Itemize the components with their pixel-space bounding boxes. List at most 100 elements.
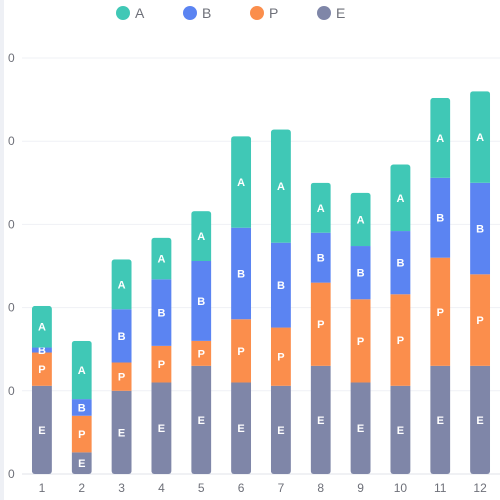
bar-label-e: E xyxy=(237,423,244,435)
legend-item-a[interactable]: A xyxy=(116,2,183,24)
bar-segment-e xyxy=(231,382,252,474)
bar-label-p: P xyxy=(357,336,364,348)
legend-swatch-e xyxy=(317,6,331,20)
bar-segment-a xyxy=(111,259,132,310)
y-tick-label: 0 xyxy=(8,467,15,481)
bar-segment-p xyxy=(430,257,451,366)
bar-label-e: E xyxy=(78,458,85,470)
bar-label-e: E xyxy=(158,423,165,435)
bar-label-b: B xyxy=(197,296,205,308)
bar-segment-a xyxy=(470,91,491,183)
legend: A B P E xyxy=(0,2,500,24)
bar-segment-e xyxy=(310,365,331,474)
bar-label-e: E xyxy=(317,415,324,427)
bar-label-e: E xyxy=(397,425,404,437)
bar-segment-p xyxy=(390,294,411,386)
bar-label-b: B xyxy=(476,224,484,236)
bar-segment-e xyxy=(111,390,132,474)
x-tick-label: 4 xyxy=(158,481,165,495)
y-tick-label: 0 xyxy=(8,51,15,65)
bar-label-p: P xyxy=(317,319,324,331)
bar-segment-p xyxy=(151,345,172,383)
legend-label-a: A xyxy=(135,5,145,21)
bar-segment-e xyxy=(470,365,491,474)
bar-label-e: E xyxy=(277,425,284,437)
bar-segment-a xyxy=(310,182,331,233)
bar-label-b: B xyxy=(237,268,245,280)
bar-segment-a xyxy=(430,97,451,178)
bar-label-e: E xyxy=(357,423,364,435)
bar-label-p: P xyxy=(198,348,205,360)
bar-label-b: B xyxy=(38,345,46,357)
bar-label-a: A xyxy=(396,193,404,205)
bar-label-e: E xyxy=(476,415,483,427)
legend-item-p[interactable]: P xyxy=(250,2,317,24)
bar-label-p: P xyxy=(437,307,444,319)
bar-label-b: B xyxy=(118,331,126,343)
legend-label-e: E xyxy=(336,5,346,21)
bar-label-b: B xyxy=(357,268,365,280)
x-tick-label: 11 xyxy=(434,481,447,495)
x-tick-label: 5 xyxy=(198,481,205,495)
bar-segment-p xyxy=(310,282,331,366)
bar-segment-a xyxy=(390,164,411,232)
bar-segment-p xyxy=(470,274,491,366)
bar-segment-a xyxy=(231,136,252,228)
bar-segment-e xyxy=(71,452,92,474)
bar-segment-e xyxy=(151,382,172,474)
bar-segment-a xyxy=(31,305,52,348)
x-tick-label: 7 xyxy=(278,481,285,495)
bar-segment-b xyxy=(31,347,52,353)
bar-segment-a xyxy=(191,211,212,262)
bar-segment-b xyxy=(111,309,132,363)
legend-swatch-p xyxy=(250,6,264,20)
bar-label-a: A xyxy=(78,365,86,377)
bar-label-a: A xyxy=(277,181,285,193)
bar-label-p: P xyxy=(476,315,483,327)
bar-segment-b xyxy=(231,227,252,320)
bar-segment-b xyxy=(191,261,212,341)
bar-segment-e xyxy=(430,365,451,474)
bar-label-p: P xyxy=(277,352,284,364)
bar-label-b: B xyxy=(396,258,404,270)
x-tick-label: 1 xyxy=(39,481,46,495)
bar-segment-e xyxy=(191,365,212,474)
bar-segment-p xyxy=(31,352,52,386)
bar-label-e: E xyxy=(38,425,45,437)
legend-swatch-b xyxy=(183,6,197,20)
legend-item-e[interactable]: E xyxy=(317,2,384,24)
bar-segment-e xyxy=(390,385,411,474)
y-tick-label: 0 xyxy=(8,384,15,398)
bar-segment-b xyxy=(430,177,451,258)
bar-label-a: A xyxy=(157,254,165,266)
bar-label-p: P xyxy=(158,359,165,371)
y-tick-label: 0 xyxy=(8,134,15,148)
bar-label-b: B xyxy=(157,308,165,320)
x-tick-label: 3 xyxy=(118,481,125,495)
left-edge-strip xyxy=(0,0,4,500)
y-tick-label: 0 xyxy=(8,217,15,231)
bar-label-p: P xyxy=(237,346,244,358)
bar-segment-p xyxy=(111,362,132,391)
x-tick-label: 10 xyxy=(394,481,408,495)
bar-label-e: E xyxy=(437,415,444,427)
bar-label-b: B xyxy=(78,402,86,414)
legend-item-b[interactable]: B xyxy=(183,2,250,24)
bar-label-a: A xyxy=(436,133,444,145)
bar-segment-b xyxy=(390,231,411,295)
bar-segment-e xyxy=(31,385,52,474)
bar-label-a: A xyxy=(197,231,205,243)
bar-label-e: E xyxy=(198,415,205,427)
y-tick-label: 0 xyxy=(8,301,15,315)
bar-segment-e xyxy=(350,382,371,474)
bar-label-e: E xyxy=(118,427,125,439)
bar-label-b: B xyxy=(317,253,325,265)
bar-segment-p xyxy=(231,319,252,383)
bar-segment-b xyxy=(151,279,172,346)
bar-segment-b xyxy=(270,242,291,328)
bar-segment-b xyxy=(470,182,491,275)
bar-segment-p xyxy=(191,340,212,366)
bar-label-a: A xyxy=(237,177,245,189)
bar-segment-p xyxy=(270,327,291,386)
bar-segment-p xyxy=(71,415,92,453)
